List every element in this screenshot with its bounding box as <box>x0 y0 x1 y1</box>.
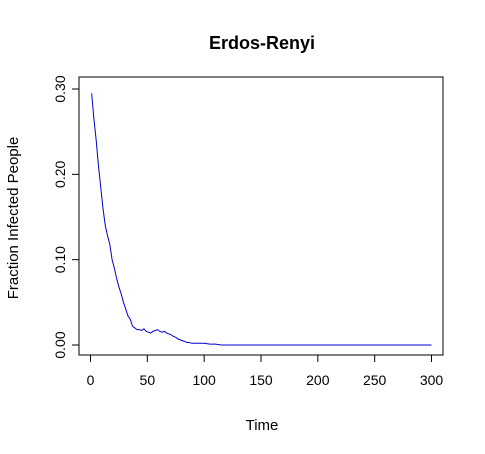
y-tick-label: 0.00 <box>52 331 68 358</box>
x-axis-label: Time <box>246 417 279 434</box>
plot-frame <box>78 76 444 356</box>
x-tick-label: 250 <box>363 372 387 388</box>
y-tick-label: 0.20 <box>52 160 68 187</box>
x-tick-label: 0 <box>87 372 95 388</box>
x-tick-label: 100 <box>192 372 216 388</box>
series-layer <box>91 93 432 346</box>
x-tick-label: 300 <box>420 372 444 388</box>
y-axis: 0.00 0.10 0.20 0.30 <box>52 75 80 359</box>
x-axis: 0 50 100 150 200 250 300 <box>87 354 444 388</box>
y-tick-label: 0.30 <box>52 75 68 102</box>
series-line <box>91 93 432 346</box>
y-tick-label: 0.10 <box>52 246 68 273</box>
y-axis-label: Fraction Infected People <box>5 137 22 300</box>
x-tick-label: 150 <box>249 372 273 388</box>
x-tick-label: 50 <box>140 372 156 388</box>
x-tick-label: 200 <box>306 372 330 388</box>
chart-title: Erdos-Renyi <box>209 33 315 53</box>
